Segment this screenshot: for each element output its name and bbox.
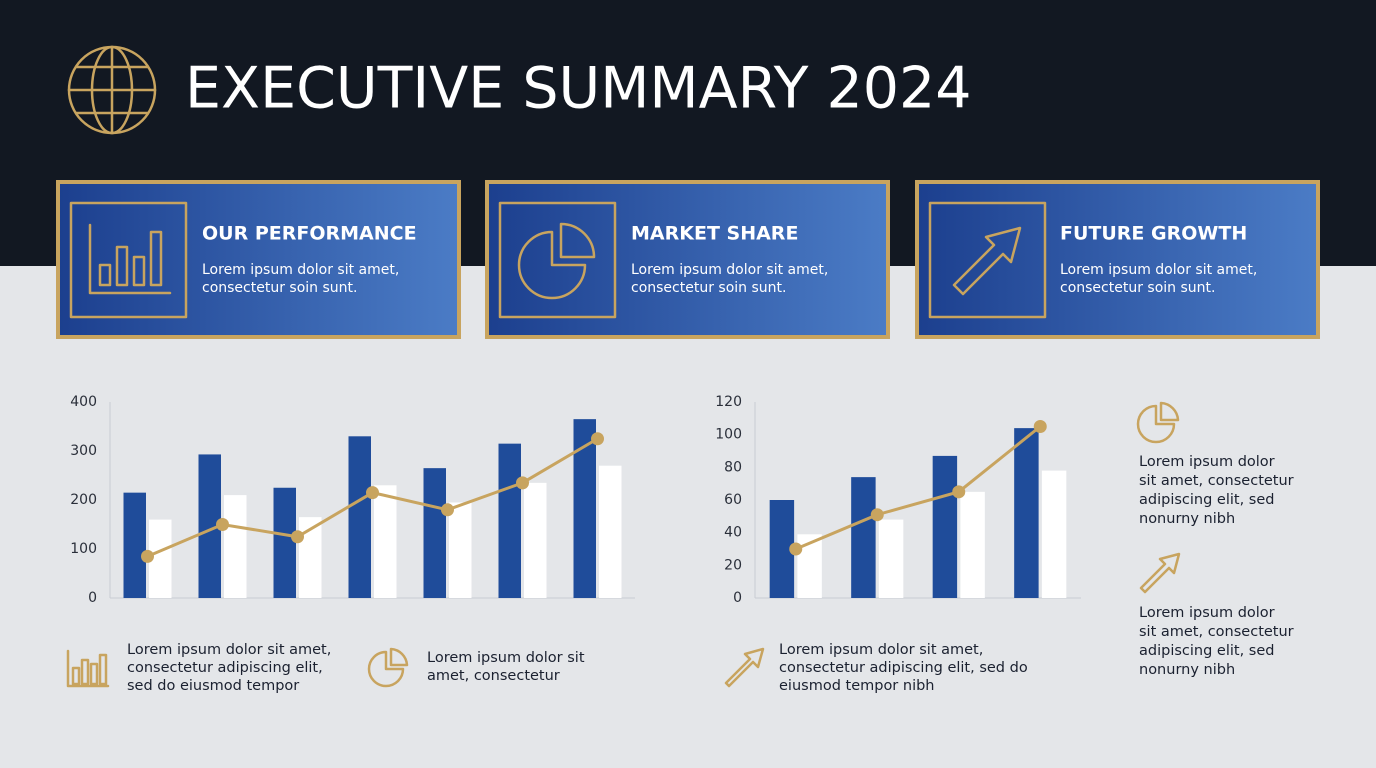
note-text: nonurny nibh bbox=[1139, 662, 1235, 678]
card-text: Lorem ipsum dolor sit amet, bbox=[631, 262, 828, 278]
bar bbox=[224, 495, 247, 598]
y-tick-label: 400 bbox=[70, 394, 97, 410]
bar bbox=[797, 534, 822, 598]
bar bbox=[878, 519, 904, 598]
card-text: consectetur soin sunt. bbox=[202, 280, 357, 296]
arrow-icon bbox=[724, 647, 765, 688]
line-point bbox=[952, 485, 966, 499]
arrow-icon bbox=[1139, 552, 1181, 594]
bar bbox=[273, 487, 296, 598]
note-text: Lorem ipsum dolor sit bbox=[427, 650, 585, 666]
y-tick-label: 80 bbox=[724, 459, 742, 475]
y-tick-label: 0 bbox=[733, 590, 742, 606]
note-text: nonurny nibh bbox=[1139, 511, 1235, 527]
y-tick-label: 120 bbox=[715, 394, 742, 410]
note-text: Lorem ipsum dolor sit amet, bbox=[779, 642, 983, 658]
bar bbox=[960, 491, 985, 598]
note-text: amet, consectetur bbox=[427, 668, 560, 684]
card-text: Lorem ipsum dolor sit amet, bbox=[202, 262, 399, 278]
card: OUR PERFORMANCE Lorem ipsum dolor sit am… bbox=[56, 180, 461, 339]
line-point bbox=[291, 530, 304, 544]
pie-icon bbox=[367, 647, 409, 688]
charts: 0 100 200 300 400 0 20 40 60 80 100 120 bbox=[70, 394, 1081, 606]
notes: Lorem ipsum dolor sit amet, consectetur a… bbox=[127, 454, 1294, 694]
bar bbox=[348, 436, 371, 598]
y-tick-label: 200 bbox=[70, 492, 97, 508]
y-tick-label: 20 bbox=[724, 557, 742, 573]
card: FUTURE GROWTH Lorem ipsum dolor sit amet… bbox=[915, 180, 1320, 339]
bar bbox=[599, 465, 622, 598]
note-text: adipiscing elit, sed bbox=[1139, 492, 1274, 508]
note-text: consectetur adipiscing elit, sed do bbox=[779, 660, 1028, 676]
globe-icon bbox=[67, 45, 157, 135]
bar-icon bbox=[66, 649, 110, 688]
y-tick-label: 100 bbox=[715, 427, 742, 443]
line-point bbox=[141, 549, 154, 563]
line bbox=[795, 425, 1042, 551]
y-tick-label: 100 bbox=[70, 541, 97, 557]
line-point bbox=[366, 486, 379, 500]
card-text: Lorem ipsum dolor sit amet, bbox=[1060, 262, 1257, 278]
line-point bbox=[441, 503, 454, 517]
bar bbox=[123, 492, 146, 598]
bar bbox=[149, 519, 172, 598]
bar bbox=[932, 455, 958, 598]
bar bbox=[449, 502, 472, 598]
y-tick-label: 40 bbox=[724, 525, 742, 541]
note-text: Lorem ipsum dolor bbox=[1139, 605, 1275, 621]
y-tick-label: 60 bbox=[724, 492, 742, 508]
card-text: consectetur soin sunt. bbox=[631, 280, 786, 296]
note-text: adipiscing elit, sed bbox=[1139, 643, 1274, 659]
card: MARKET SHARE Lorem ipsum dolor sit amet,… bbox=[485, 180, 890, 339]
bar bbox=[374, 485, 397, 598]
bar bbox=[299, 517, 322, 598]
note-text: sit amet, consectetur bbox=[1139, 473, 1294, 489]
line-point bbox=[516, 476, 529, 490]
note-text: Lorem ipsum dolor bbox=[1139, 454, 1275, 470]
pie-icon bbox=[1136, 401, 1180, 444]
card-title: OUR PERFORMANCE bbox=[202, 223, 417, 245]
bar bbox=[1014, 428, 1039, 598]
y-tick-label: 300 bbox=[70, 443, 97, 459]
line-point bbox=[1033, 420, 1047, 433]
note-text: sed do eiusmod tempor bbox=[127, 678, 299, 694]
card-title: FUTURE GROWTH bbox=[1060, 223, 1247, 245]
bar bbox=[524, 482, 547, 598]
bar bbox=[198, 454, 221, 598]
y-tick-label: 0 bbox=[88, 590, 97, 606]
note-text: Lorem ipsum dolor sit amet, bbox=[127, 642, 331, 658]
bar bbox=[851, 477, 876, 598]
line-point bbox=[216, 518, 229, 531]
line-point bbox=[870, 508, 884, 522]
bar bbox=[423, 468, 446, 598]
bar bbox=[573, 419, 596, 598]
bar bbox=[1041, 470, 1067, 598]
bar bbox=[498, 443, 521, 598]
note-text: consectetur adipiscing elit, bbox=[127, 660, 323, 676]
page-title: EXECUTIVE SUMMARY 2024 bbox=[185, 56, 972, 122]
note-text: eiusmod tempor nibh bbox=[779, 678, 935, 694]
line-point bbox=[591, 432, 604, 446]
card-text: consectetur soin sunt. bbox=[1060, 280, 1215, 296]
note-text: sit amet, consectetur bbox=[1139, 624, 1294, 640]
card-title: MARKET SHARE bbox=[631, 223, 798, 245]
line-point bbox=[789, 542, 803, 556]
